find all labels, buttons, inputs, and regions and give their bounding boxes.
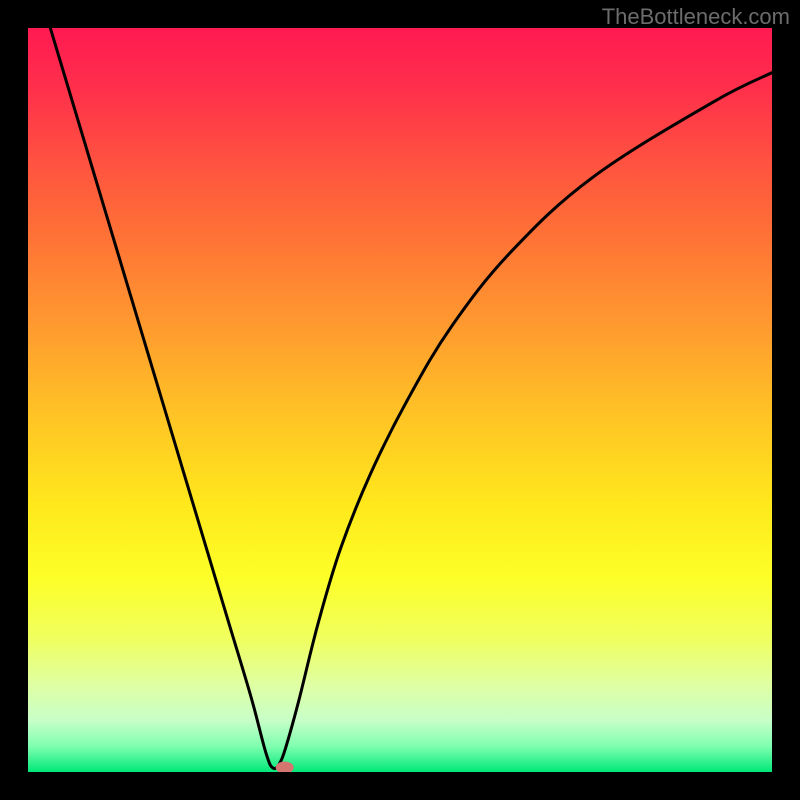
bottleneck-chart xyxy=(0,0,800,800)
frame-border-left xyxy=(0,0,28,800)
chart-container: TheBottleneck.com xyxy=(0,0,800,800)
watermark-label: TheBottleneck.com xyxy=(602,4,790,30)
frame-border-right xyxy=(772,0,800,800)
optimal-point-marker xyxy=(276,762,294,774)
frame-border-bottom xyxy=(0,772,800,800)
plot-background xyxy=(28,28,772,772)
